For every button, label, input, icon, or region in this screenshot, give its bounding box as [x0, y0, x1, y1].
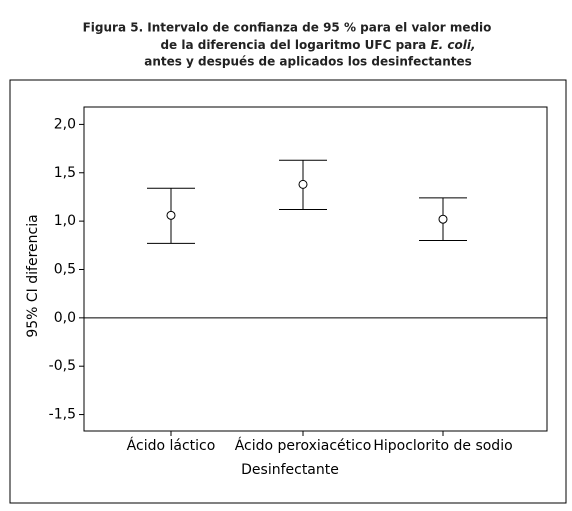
y-tick-label: -1,5 — [49, 407, 76, 423]
x-axis-label: Desinfectante — [241, 462, 339, 478]
chart-title-part: de la diferencia del logaritmo UFC para — [160, 38, 430, 52]
mean-point — [438, 214, 448, 224]
y-tick-label: 1,0 — [54, 213, 76, 229]
plot-area — [83, 106, 548, 432]
x-tick-label: Ácido peroxiacético — [235, 437, 372, 454]
chart-title: de la diferencia del logaritmo UFC para … — [160, 38, 475, 52]
chart-title-italic: E. coli, — [430, 38, 475, 52]
y-axis-label: 95% CI diferencia — [25, 214, 41, 337]
y-tick-label: 0,0 — [54, 310, 76, 326]
x-tick-label: Ácido láctico — [127, 437, 216, 454]
chart-title: antes y después de aplicados los desinfe… — [144, 55, 472, 69]
y-tick-label: 0,5 — [54, 261, 76, 277]
chart-title: Figura 5. Intervalo de confianza de 95 %… — [83, 21, 492, 35]
x-tick-label: Hipoclorito de sodio — [373, 438, 512, 454]
mean-point — [166, 210, 176, 220]
mean-point — [298, 179, 308, 189]
y-tick-label: -0,5 — [49, 358, 76, 374]
y-tick-label: 2,0 — [54, 116, 76, 132]
frame — [9, 79, 567, 504]
y-tick-label: 1,5 — [54, 165, 76, 181]
